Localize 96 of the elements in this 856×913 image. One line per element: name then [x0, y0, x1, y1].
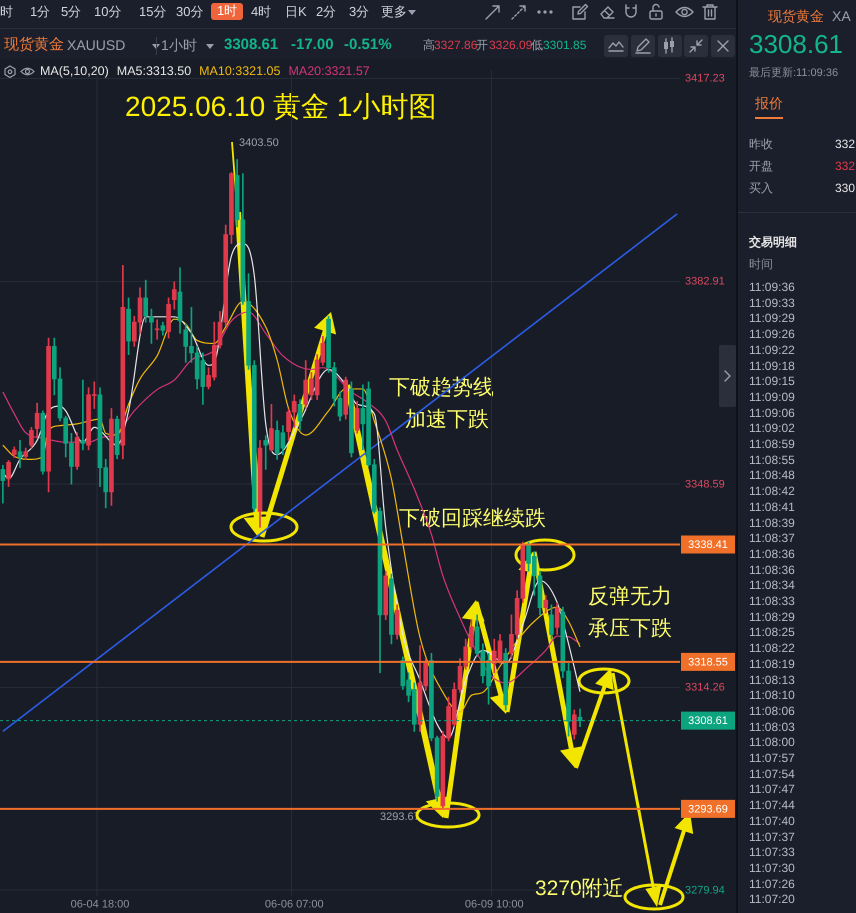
text: 现货黄金 [4, 36, 64, 54]
ref-line-label: 3318.55 [688, 656, 728, 668]
text: 3301.85 [543, 38, 586, 53]
text: 11:09:33 [749, 296, 795, 310]
text: 时 [0, 4, 13, 20]
text: 更多 [381, 4, 407, 20]
text: 11:09:29 [749, 311, 795, 326]
text: 11:07:57 [749, 751, 795, 766]
text: 开盘 [749, 159, 773, 174]
text: 11:08:36 [749, 562, 795, 578]
y-tick-label: 3382.91 [685, 275, 725, 288]
annotation: 承压下跌 [588, 617, 672, 642]
text: 时间 [749, 257, 773, 272]
text: 11:07:37 [749, 830, 795, 844]
text: 11:09:36 [749, 280, 795, 295]
text: 1小时 [161, 37, 197, 54]
text: 11:08:59 [749, 437, 795, 452]
text: 3327.86 [434, 38, 478, 53]
text: 开 [476, 38, 488, 53]
text: 11:08:33 [749, 594, 795, 609]
text: 11:08:29 [749, 610, 795, 624]
text: 2分 [316, 4, 336, 20]
ref-line-label: 3338.41 [688, 538, 728, 551]
text: 11:08:13 [749, 672, 795, 688]
text: 报价 [755, 95, 783, 120]
text: 11:09:18 [749, 358, 795, 374]
text: 11:08:19 [749, 656, 795, 672]
text: -17.00 [291, 36, 334, 54]
text: 11:09:02 [749, 421, 795, 436]
x-tick-label: 06-06 07:00 [264, 898, 324, 910]
text: 11:08:25 [749, 625, 795, 640]
text: 332 [835, 159, 856, 174]
ref-line-label: 3308.61 [688, 715, 728, 728]
text: 10分 [94, 4, 122, 20]
text: 日K [285, 4, 307, 20]
text: 330 [835, 181, 856, 196]
text: 11:08:42 [749, 484, 795, 499]
text: MA20:3321.57 [288, 64, 370, 78]
text: MA5:3313.50 [116, 64, 192, 78]
text: 5分 [61, 4, 82, 20]
annotation: 反弹无力 [588, 585, 672, 610]
text: 现货黄金 [768, 8, 824, 24]
text: 4时 [251, 4, 272, 20]
text: 3308.61 [749, 29, 843, 60]
y-tick-label: 3314.26 [685, 681, 725, 694]
text: -0.51% [344, 36, 392, 54]
x-tick-label: 06-09 10:00 [464, 898, 524, 910]
text: 11:08:39 [749, 516, 795, 530]
text: 11:08:55 [749, 452, 795, 468]
text: 11:08:06 [749, 704, 795, 719]
text: 11:08:48 [749, 468, 795, 484]
text: 11:09:22 [749, 342, 795, 358]
text: 11:07:33 [749, 845, 795, 860]
text: 高 [423, 38, 435, 53]
y-tick-label: 3417.23 [685, 72, 725, 84]
text: 11:08:37 [749, 531, 795, 546]
text: 11:08:03 [749, 720, 795, 734]
text: 1时 [211, 3, 244, 20]
text: 买入 [749, 181, 773, 196]
text: 11:09:09 [749, 390, 795, 405]
text: 11:07:20 [749, 892, 795, 908]
text: 11:07:47 [749, 782, 795, 798]
text: 15分 [139, 4, 166, 20]
text: 交易明细 [749, 235, 797, 250]
text: 11:08:00 [749, 735, 795, 750]
ref-line-label: 3293.69 [688, 803, 728, 816]
text: 最后更新:11:09:36 [749, 67, 838, 80]
text: 11:08:34 [749, 578, 795, 594]
text: 11:08:41 [749, 500, 795, 515]
text: XAUUSD [67, 37, 126, 54]
text: MA10:3321.05 [199, 64, 280, 78]
text: 332 [835, 137, 856, 152]
text: 11:07:54 [749, 766, 795, 782]
text: 昨收 [749, 137, 773, 152]
x-tick-label: 06-04 18:00 [70, 898, 130, 910]
text: 11:09:26 [749, 327, 795, 342]
text: 11:09:15 [749, 374, 795, 389]
text: 11:08:22 [749, 641, 795, 656]
text: 1分 [30, 4, 50, 20]
text: 11:07:30 [749, 860, 795, 876]
text: 11:09:06 [749, 406, 795, 420]
text: 11:07:26 [749, 876, 795, 892]
y-tick-label: 3348.59 [685, 478, 725, 490]
text: 30分 [176, 4, 204, 20]
legend-title: MA(5,10,20) [40, 64, 109, 78]
annotation: 3403.50 [239, 137, 279, 150]
text: 3326.09 [489, 38, 532, 53]
text: 3分 [349, 4, 370, 20]
y-tick-label: 3279.94 [685, 884, 725, 896]
text: 11:07:40 [749, 814, 795, 829]
text: XA [832, 8, 851, 24]
text: 11:08:10 [749, 688, 795, 703]
text: 11:08:36 [749, 546, 795, 562]
text: 3308.61 [224, 36, 278, 54]
text: 11:07:44 [749, 798, 795, 813]
text: 低 [531, 38, 543, 53]
